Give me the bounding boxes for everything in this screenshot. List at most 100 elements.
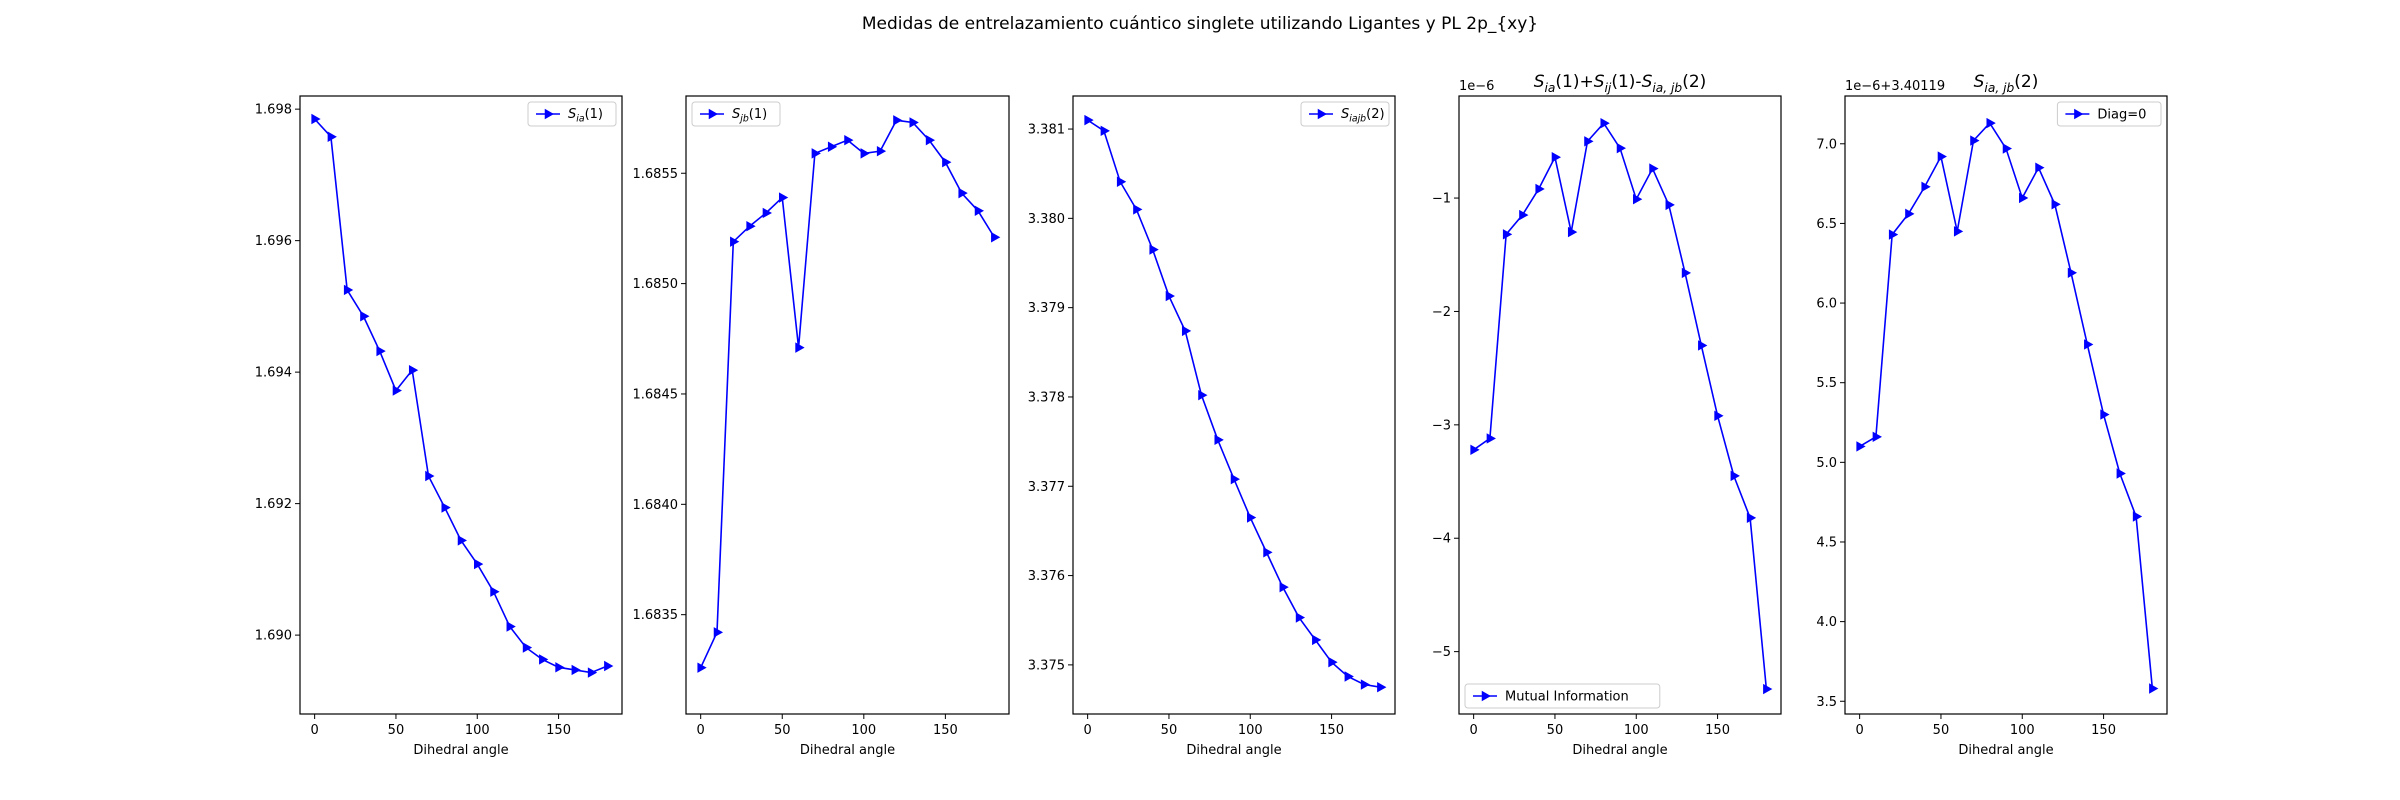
y-tick-label: −4 [1432,532,1451,547]
data-point [1649,163,1659,174]
data-point [2116,468,2126,479]
y-tick-label: 6.5 [1816,217,1837,232]
data-point [376,345,386,357]
data-point [2100,409,2110,420]
y-tick-label: 3.375 [1028,658,1065,673]
data-point [1230,473,1241,485]
legend: Sjb(1) [691,101,781,127]
data-point [1872,431,1882,443]
data-point [1937,151,1947,162]
chart-panel-5: 0 50 100 150 3.5 4.0 4.5 5.0 5.5 6.0 6.5 7.0 Dihedra… [1816,72,2168,758]
figure-title: Medidas de entrelazamiento cuántico sing… [861,14,1539,34]
data-point [1486,433,1496,444]
offset-text: 1e−6+3.40119 [1845,79,1945,94]
y-tick-label: 1.696 [255,234,292,249]
data-point [1470,444,1480,455]
data-point [327,131,337,142]
y-tick-label: −3 [1432,418,1451,433]
data-point [425,470,435,482]
legend-marker [544,108,555,120]
x-tick-label: 50 [1547,723,1564,738]
axes-frame [685,95,1010,715]
y-tick-label: 5.0 [1816,456,1837,471]
data-point [571,664,581,676]
data-point [844,134,854,146]
x-tick-label: 100 [1238,723,1263,738]
axes-frame [1072,95,1396,715]
data-point [1698,340,1708,351]
data-point [1312,634,1322,646]
data-point [1328,656,1338,668]
data-point [2084,339,2094,350]
x-tick-label: 0 [697,723,705,738]
data-point [746,221,756,232]
data-point [2035,162,2045,173]
data-point [343,284,354,296]
x-tick-label: 50 [774,723,791,738]
x-tick-label: 150 [546,723,571,738]
y-tick-label: −2 [1432,305,1451,320]
series-line [1859,121,2154,689]
data-point [1377,682,1387,693]
x-tick-label: 150 [1319,723,1344,738]
axes-frame [1844,95,2168,715]
data-point [2149,683,2159,694]
data-point [1116,176,1127,187]
y-tick-label: 3.381 [1028,123,1065,138]
data-point [2067,267,2078,279]
x-tick-label: 50 [388,723,405,738]
data-point [860,148,870,159]
x-axis-label: Dihedral angle [1958,743,2053,758]
y-tick-label: 1.6850 [633,277,679,292]
y-tick-label: 1.6845 [633,387,679,402]
data-point [1247,512,1257,523]
legend-label: Sjb(1) [732,107,767,125]
x-tick-label: 150 [1705,723,1730,738]
data-point [697,662,707,673]
data-point [1519,209,1529,221]
data-point [522,642,533,653]
y-tick-label: 1.694 [255,366,292,381]
y-tick-label: 5.5 [1816,376,1837,391]
y-tick-label: 3.376 [1028,569,1065,584]
legend: Sia(1) [527,101,617,127]
data-point [730,236,740,247]
y-tick-label: −1 [1432,192,1451,207]
y-tick-label: 1.6840 [633,498,679,513]
data-point [1986,117,1996,129]
legend-box [1300,101,1390,127]
data-point [604,660,614,672]
x-tick-label: 100 [465,723,490,738]
data-point [1856,441,1866,452]
data-point [392,385,402,396]
offset-text: 1e−6 [1459,79,1494,94]
data-point [1616,142,1627,154]
data-point [778,192,789,203]
x-tick-label: 0 [1855,723,1863,738]
chart-title: Sia(1)+Sij(1)-Sia, jb(2) [1534,72,1707,95]
data-point [1535,183,1545,195]
data-point [713,627,724,638]
data-point [555,662,565,673]
y-tick-label: 3.378 [1028,390,1065,405]
data-point [1905,208,1915,220]
data-point [360,311,370,322]
data-point [1600,118,1610,129]
y-tick-label: 1.690 [255,629,292,644]
x-tick-label: 100 [1624,723,1649,738]
series-line [1473,121,1768,690]
data-point [1295,612,1306,623]
y-tick-label: 1.6855 [633,167,679,182]
data-point [1551,152,1561,163]
data-point [1714,410,1724,421]
data-point [1584,136,1594,147]
y-tick-label: 3.5 [1816,695,1837,710]
data-point [1746,512,1757,524]
data-point [1633,193,1643,205]
x-axis-label: Dihedral angle [1572,743,1667,758]
x-tick-label: 0 [310,723,318,738]
x-axis-label: Dihedral angle [1186,743,1281,758]
data-point [1970,135,1980,146]
legend-label: Mutual Information [1505,690,1629,705]
